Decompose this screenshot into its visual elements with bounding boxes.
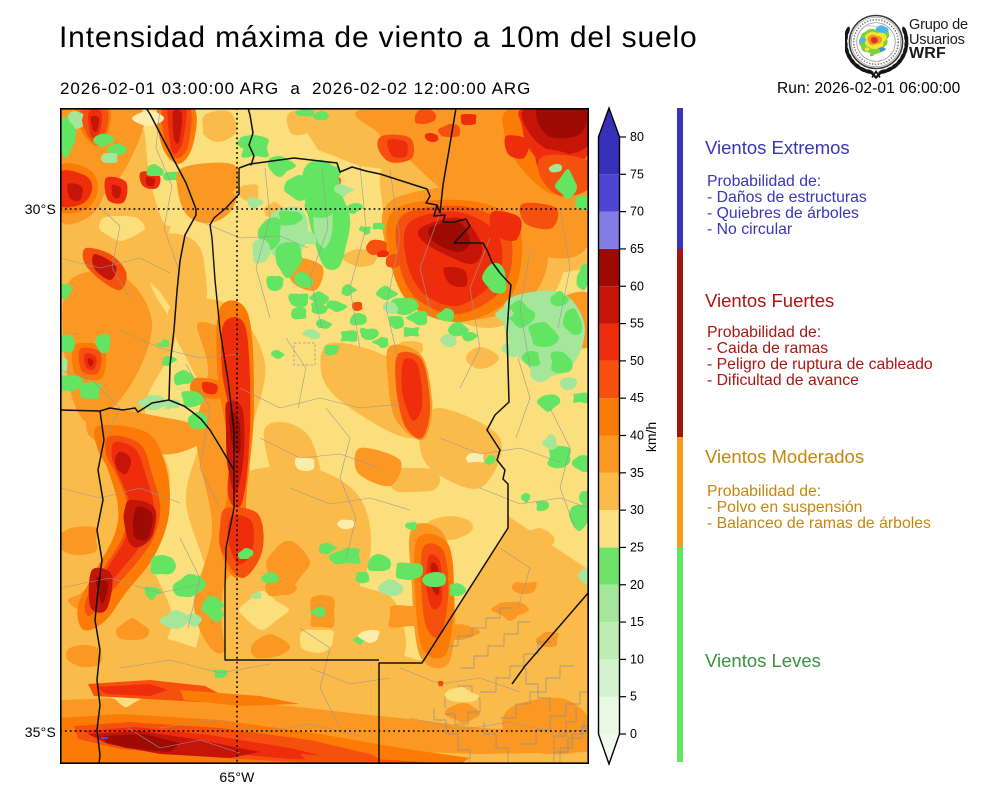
svg-text:35: 35 (630, 466, 644, 480)
svg-text:km/h: km/h (643, 422, 659, 452)
svg-text:20: 20 (630, 578, 644, 592)
svg-text:40: 40 (630, 429, 644, 443)
svg-text:10: 10 (630, 652, 644, 666)
svg-text:75: 75 (630, 167, 644, 181)
svg-text:45: 45 (630, 391, 644, 405)
svg-text:60: 60 (630, 279, 644, 293)
svg-text:30: 30 (630, 503, 644, 517)
svg-text:80: 80 (630, 130, 644, 144)
svg-text:5: 5 (630, 690, 637, 704)
svg-text:55: 55 (630, 317, 644, 331)
svg-text:70: 70 (630, 205, 644, 219)
svg-text:50: 50 (630, 354, 644, 368)
svg-text:65: 65 (630, 242, 644, 256)
svg-text:15: 15 (630, 615, 644, 629)
svg-text:0: 0 (630, 727, 637, 741)
svg-text:25: 25 (630, 540, 644, 554)
